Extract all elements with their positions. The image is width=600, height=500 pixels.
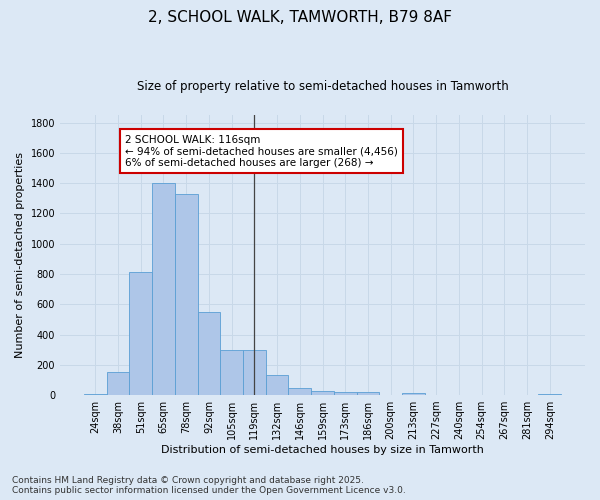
Y-axis label: Number of semi-detached properties: Number of semi-detached properties	[15, 152, 25, 358]
Text: 2, SCHOOL WALK, TAMWORTH, B79 8AF: 2, SCHOOL WALK, TAMWORTH, B79 8AF	[148, 10, 452, 25]
Bar	[311, 390, 334, 395]
Bar	[266, 376, 289, 395]
Bar	[402, 393, 425, 395]
Bar	[175, 194, 197, 395]
Bar	[130, 272, 152, 395]
Bar	[356, 392, 379, 395]
Bar	[197, 312, 220, 395]
Bar	[107, 372, 130, 395]
Bar	[538, 394, 561, 395]
Bar	[289, 388, 311, 395]
Text: 2 SCHOOL WALK: 116sqm
← 94% of semi-detached houses are smaller (4,456)
6% of se: 2 SCHOOL WALK: 116sqm ← 94% of semi-deta…	[125, 134, 398, 168]
X-axis label: Distribution of semi-detached houses by size in Tamworth: Distribution of semi-detached houses by …	[161, 445, 484, 455]
Text: Contains HM Land Registry data © Crown copyright and database right 2025.
Contai: Contains HM Land Registry data © Crown c…	[12, 476, 406, 495]
Bar	[334, 392, 356, 395]
Title: Size of property relative to semi-detached houses in Tamworth: Size of property relative to semi-detach…	[137, 80, 508, 93]
Bar	[220, 350, 243, 395]
Bar	[84, 394, 107, 395]
Bar	[243, 350, 266, 395]
Bar	[152, 183, 175, 395]
